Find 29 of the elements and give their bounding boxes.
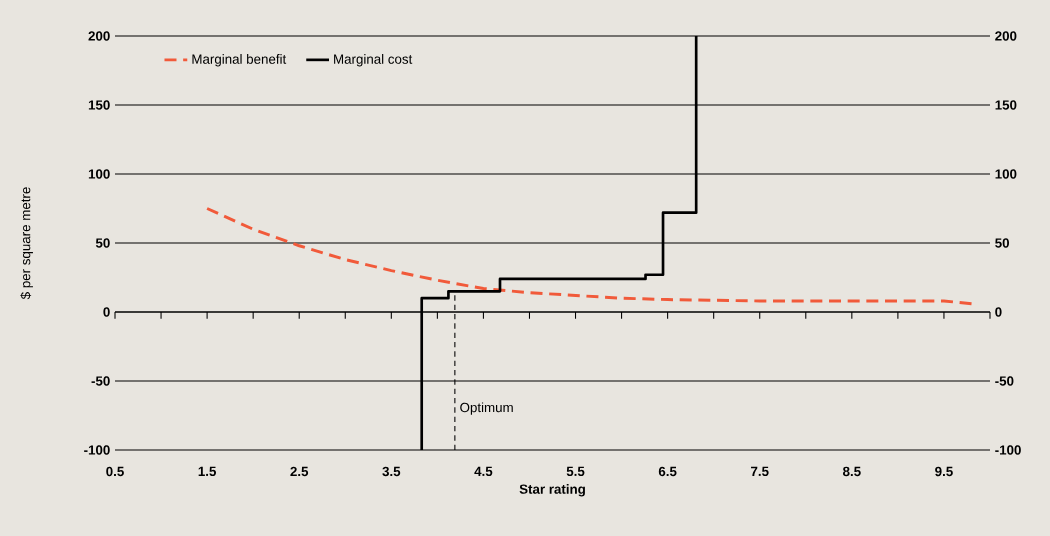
y-tick-label: 100 xyxy=(88,169,110,179)
x-tick-label: 3.5 xyxy=(382,466,401,477)
y2-tick-label: -50 xyxy=(995,376,1014,386)
y-tick-label: 200 xyxy=(88,31,110,41)
legend-label: Marginal benefit xyxy=(192,54,287,67)
x-tick-label: 7.5 xyxy=(751,466,769,477)
ref-line-label: Optimum xyxy=(460,402,513,415)
y2-tick-label: 100 xyxy=(995,169,1017,179)
y-tick-label: -50 xyxy=(91,376,110,386)
x-tick-label: 1.5 xyxy=(198,466,216,477)
y2-tick-label: -100 xyxy=(995,445,1021,455)
x-tick-label: 5.5 xyxy=(566,466,585,477)
x-tick-label: 9.5 xyxy=(935,466,953,477)
x-tick-label: 6.5 xyxy=(658,466,677,477)
y-tick-label: 150 xyxy=(88,100,110,110)
x-axis-title: Star rating xyxy=(519,484,585,497)
y-tick-label: -100 xyxy=(84,445,110,455)
legend-label: Marginal cost xyxy=(334,54,413,67)
x-tick-label: 0.5 xyxy=(106,466,124,477)
y-axis-title: $ per square metre xyxy=(20,187,33,300)
y-tick-label: 0 xyxy=(103,307,110,317)
x-tick-label: 4.5 xyxy=(474,466,493,477)
y-tick-label: 50 xyxy=(95,238,110,248)
x-tick-label: 2.5 xyxy=(290,466,309,477)
y2-tick-label: 0 xyxy=(995,307,1002,317)
y2-tick-label: 200 xyxy=(995,31,1017,41)
y2-tick-label: 50 xyxy=(995,238,1010,248)
x-tick-label: 8.5 xyxy=(842,466,861,477)
y2-tick-label: 150 xyxy=(995,100,1017,110)
